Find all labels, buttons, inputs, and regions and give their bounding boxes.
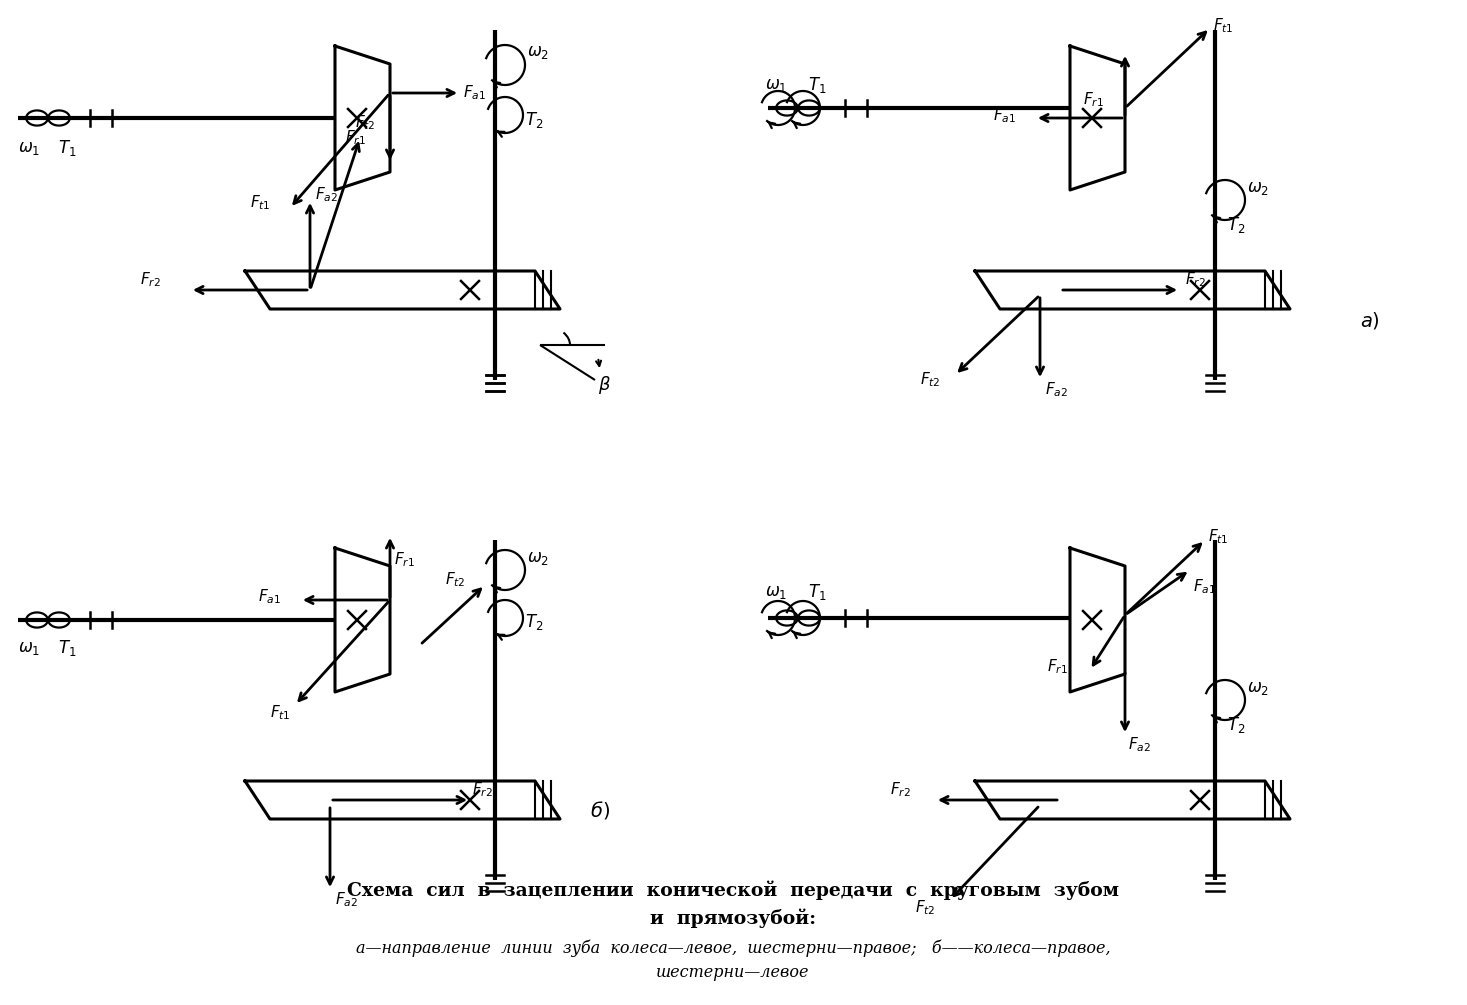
Text: $F_{t1}$: $F_{t1}$ [270, 704, 290, 723]
Text: $F_{a1}$: $F_{a1}$ [464, 83, 486, 103]
Text: $F_{r2}$: $F_{r2}$ [890, 781, 911, 799]
Text: $F_{t2}$: $F_{t2}$ [355, 114, 376, 133]
Text: $\omega_2$: $\omega_2$ [1247, 179, 1269, 197]
Text: $F_{t2}$: $F_{t2}$ [920, 371, 940, 389]
Text: $T_1$: $T_1$ [59, 138, 76, 158]
Text: $\omega_1$: $\omega_1$ [18, 639, 40, 657]
Text: шестерни—левое: шестерни—левое [656, 964, 810, 981]
Text: $T_2$: $T_2$ [1226, 715, 1245, 735]
Text: $F_{r1}$: $F_{r1}$ [1047, 657, 1068, 676]
Text: $\omega_2$: $\omega_2$ [527, 549, 549, 567]
Text: $F_{t1}$: $F_{t1}$ [249, 194, 271, 212]
Text: $\omega_2$: $\omega_2$ [1247, 679, 1269, 697]
Text: $F_{t1}$: $F_{t1}$ [1213, 17, 1234, 35]
Text: $F_{r2}$: $F_{r2}$ [139, 270, 161, 289]
Text: $F_{t2}$: $F_{t2}$ [445, 571, 465, 589]
Text: и  прямозубой:: и прямозубой: [650, 909, 816, 928]
Text: $F_{a2}$: $F_{a2}$ [315, 186, 337, 204]
Text: $F_{r1}$: $F_{r1}$ [395, 551, 415, 570]
Text: $T_2$: $T_2$ [525, 612, 543, 632]
Text: $F_{r2}$: $F_{r2}$ [472, 781, 493, 799]
Text: $F_{r1}$: $F_{r1}$ [1083, 90, 1103, 110]
Text: $F_{a2}$: $F_{a2}$ [1045, 381, 1068, 399]
Text: $T_2$: $T_2$ [525, 110, 543, 130]
Text: $F_{a2}$: $F_{a2}$ [1128, 736, 1152, 755]
Text: $T_1$: $T_1$ [59, 638, 76, 658]
Text: $F_{t2}$: $F_{t2}$ [915, 898, 936, 918]
Text: $F_{a1}$: $F_{a1}$ [1193, 578, 1216, 596]
Text: $\omega_2$: $\omega_2$ [527, 43, 549, 61]
Text: $\omega_1$: $\omega_1$ [764, 76, 788, 94]
Text: $T_1$: $T_1$ [808, 582, 826, 602]
Text: $F_{t1}$: $F_{t1}$ [1207, 528, 1229, 547]
Text: $а)$: $а)$ [1360, 310, 1380, 331]
Text: $б)$: $б)$ [590, 799, 610, 821]
Text: $F_{a1}$: $F_{a1}$ [258, 588, 282, 606]
Text: а—направление  линии  зуба  колеса—левое,  шестерни—правое;   б——колеса—правое,: а—направление линии зуба колеса—левое, ш… [355, 940, 1111, 957]
Text: $\beta$: $\beta$ [599, 374, 610, 396]
Text: $F_{a1}$: $F_{a1}$ [993, 107, 1017, 126]
Text: $F_{a2}$: $F_{a2}$ [334, 890, 358, 910]
Text: $F_{r2}$: $F_{r2}$ [1185, 270, 1206, 289]
Text: $\omega_1$: $\omega_1$ [764, 583, 788, 601]
Text: $\omega_1$: $\omega_1$ [18, 139, 40, 157]
Text: $F_{r1}$: $F_{r1}$ [345, 129, 365, 148]
Text: Схема  сил  в  зацеплении  конической  передачи  с  круговым  зубом: Схема сил в зацеплении конической переда… [348, 880, 1119, 899]
Text: $T_1$: $T_1$ [808, 75, 826, 95]
Text: $T_2$: $T_2$ [1226, 215, 1245, 235]
